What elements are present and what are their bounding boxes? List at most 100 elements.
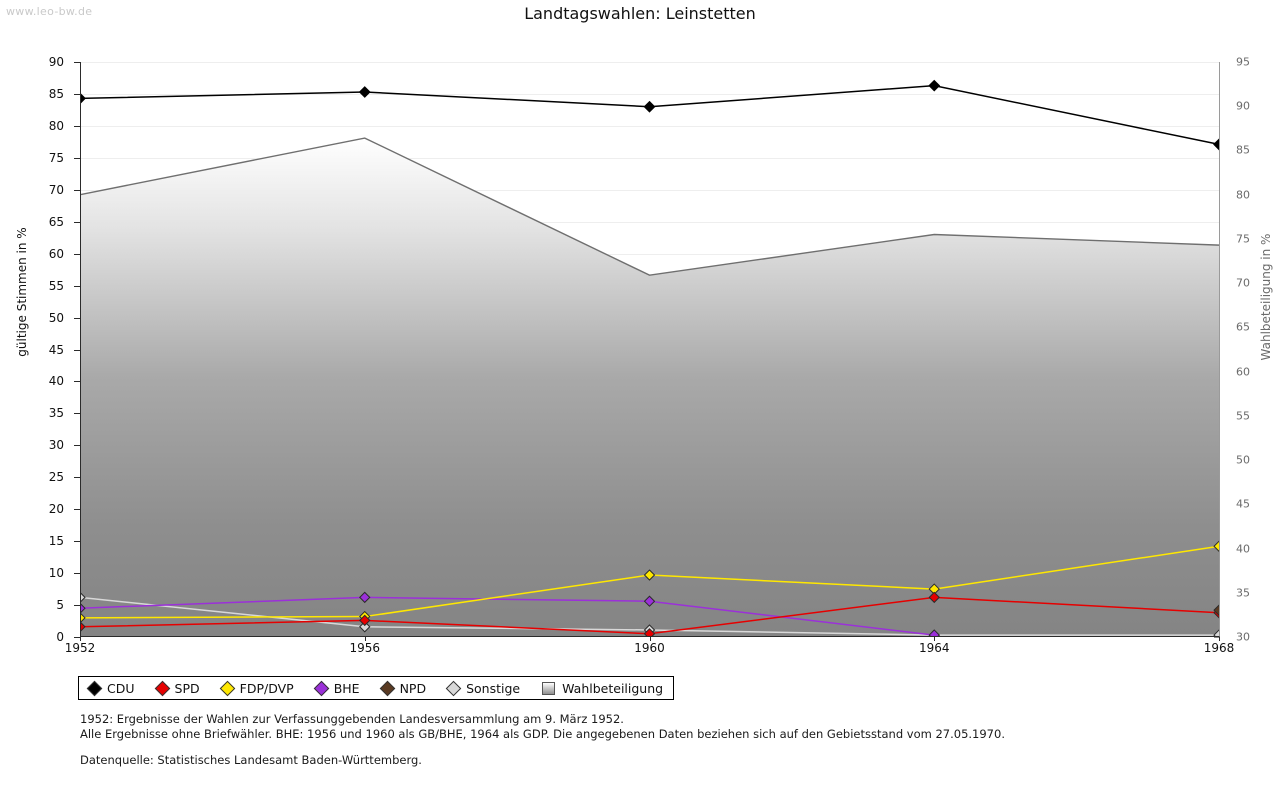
left-axis-tick-mark	[74, 477, 80, 479]
data-point-cdu[interactable]	[80, 92, 86, 105]
legend-label: FDP/DVP	[239, 680, 294, 696]
gridline	[80, 125, 1220, 127]
data-point-fdp-dvp[interactable]	[80, 612, 86, 624]
left-axis-tick-label: 85	[48, 86, 64, 101]
left-axis-tick-mark	[74, 413, 80, 415]
left-axis-tick-mark	[74, 637, 80, 638]
data-point-sonstige[interactable]	[1213, 629, 1220, 637]
right-axis-tick-label: 65	[1236, 320, 1250, 334]
left-axis-tick-label: 50	[48, 310, 64, 325]
left-axis-tick-mark	[74, 253, 80, 255]
right-axis-tick-label: 60	[1236, 365, 1250, 379]
gridline	[80, 189, 1220, 191]
legend-label: BHE	[333, 680, 360, 696]
legend-item-cdu[interactable]: CDU	[86, 680, 135, 696]
gridline	[80, 157, 1220, 159]
footnote-line-2: Alle Ergebnisse ohne Briefwähler. BHE: 1…	[80, 727, 1005, 741]
left-axis-tick-label: 0	[56, 630, 64, 644]
data-point-spd[interactable]	[643, 628, 656, 637]
footnotes: 1952: Ergebnisse der Wahlen zur Verfassu…	[80, 712, 1220, 768]
left-axis-tick-mark	[74, 285, 80, 287]
x-axis-tick-label: 1952	[64, 641, 96, 655]
left-axis-tick-label: 70	[48, 182, 64, 197]
right-axis-tick-label: 30	[1236, 630, 1250, 644]
data-point-bhe[interactable]	[928, 629, 940, 637]
legend-label: SPD	[174, 680, 200, 696]
plot-area	[80, 62, 1220, 637]
legend-item-wahlbeteiligung[interactable]: Wahlbeteiligung	[542, 681, 663, 696]
data-point-spd[interactable]	[80, 621, 86, 633]
x-axis-tick-mark	[934, 637, 936, 641]
legend-item-bhe[interactable]: BHE	[313, 680, 360, 696]
gridline	[80, 93, 1220, 95]
chart-canvas	[80, 79, 1220, 637]
left-axis-tick-mark	[74, 573, 80, 575]
left-axis-tick-label: 65	[48, 214, 64, 229]
data-point-sonstige[interactable]	[80, 591, 86, 604]
left-axis-tick-label: 45	[48, 342, 64, 357]
right-axis-tick-label: 35	[1236, 586, 1250, 600]
right-axis-tick-label: 95	[1236, 55, 1250, 69]
data-point-cdu[interactable]	[928, 79, 941, 92]
left-axis-tick-mark	[74, 381, 80, 383]
left-axis-tick-mark	[74, 349, 80, 351]
legend-diamond-icon	[219, 680, 235, 696]
left-axis-tick-label: 10	[48, 566, 64, 581]
left-axis-tick-mark	[74, 189, 80, 191]
left-axis-tick-label: 30	[48, 438, 64, 453]
legend-item-sonstige[interactable]: Sonstige	[445, 680, 521, 696]
series-line-cdu	[80, 84, 1220, 146]
data-point-bhe[interactable]	[80, 602, 86, 614]
left-axis-tick-label: 25	[48, 470, 64, 485]
data-point-sonstige[interactable]	[359, 621, 371, 633]
left-axis-ticks: 0 5 10 15 20 25 30 35 40 45 50 55 60 65 70 75 80 85 90	[0, 55, 74, 644]
right-axis-tick-label: 50	[1236, 453, 1250, 467]
legend-label: CDU	[107, 680, 135, 696]
left-axis-tick-label: 35	[48, 406, 64, 421]
right-axis-tick-label: 90	[1236, 99, 1250, 113]
left-axis-tick-mark	[74, 605, 80, 607]
left-axis-tick-label: 20	[48, 502, 64, 517]
series-line-bhe	[80, 596, 935, 636]
left-axis-tick-label: 90	[48, 55, 64, 69]
left-axis-tick-mark	[74, 125, 80, 127]
data-point-bhe[interactable]	[643, 595, 656, 607]
legend-square-icon	[542, 681, 556, 695]
legend-label: NPD	[399, 680, 427, 696]
legend-label: Sonstige	[466, 680, 521, 696]
data-point-cdu[interactable]	[1213, 138, 1220, 151]
left-axis-tick-mark	[74, 541, 80, 543]
legend-diamond-icon	[313, 680, 329, 696]
left-axis-tick-mark	[74, 509, 80, 511]
data-point-cdu[interactable]	[358, 86, 371, 98]
right-axis-ticks: 30 35 40 45 50 55 60 65 70 75 80 85 90 95	[1228, 56, 1268, 644]
left-axis-tick-mark	[74, 62, 80, 63]
data-point-spd[interactable]	[359, 614, 371, 627]
left-axis-tick-mark	[74, 157, 80, 159]
legend-item-npd[interactable]: NPD	[379, 680, 427, 696]
footnote-line-3: Datenquelle: Statistisches Landesamt Bad…	[80, 753, 422, 767]
right-axis-tick-label: 45	[1236, 497, 1250, 511]
x-axis-tick-label: 1964	[918, 641, 950, 655]
data-point-spd[interactable]	[928, 591, 940, 604]
left-axis-tick-mark	[74, 221, 80, 223]
data-point-bhe[interactable]	[359, 591, 371, 604]
gridline	[80, 221, 1220, 223]
x-axis-tick-label: 1968	[1203, 641, 1235, 655]
legend-diamond-icon	[379, 680, 395, 696]
left-axis-tick-label: 55	[48, 278, 64, 293]
right-axis-tick-label: 55	[1236, 409, 1250, 423]
data-point-fdp-dvp[interactable]	[643, 569, 656, 581]
left-axis-tick-label: 75	[48, 150, 64, 165]
legend-item-spd[interactable]: SPD	[154, 680, 200, 696]
left-axis-tick-label: 60	[48, 246, 64, 261]
left-axis-tick-mark	[74, 93, 80, 95]
left-axis-tick-label: 15	[48, 534, 64, 549]
legend-diamond-icon	[154, 680, 170, 696]
legend-item-fdp-dvp[interactable]: FDP/DVP	[219, 680, 294, 696]
data-point-cdu[interactable]	[643, 100, 656, 113]
series-line-wahlbeteiligung	[80, 137, 1220, 276]
left-axis-tickmarks	[74, 62, 80, 638]
right-axis-tick-label: 85	[1236, 143, 1250, 157]
x-axis-tick-label: 1960	[634, 641, 665, 655]
